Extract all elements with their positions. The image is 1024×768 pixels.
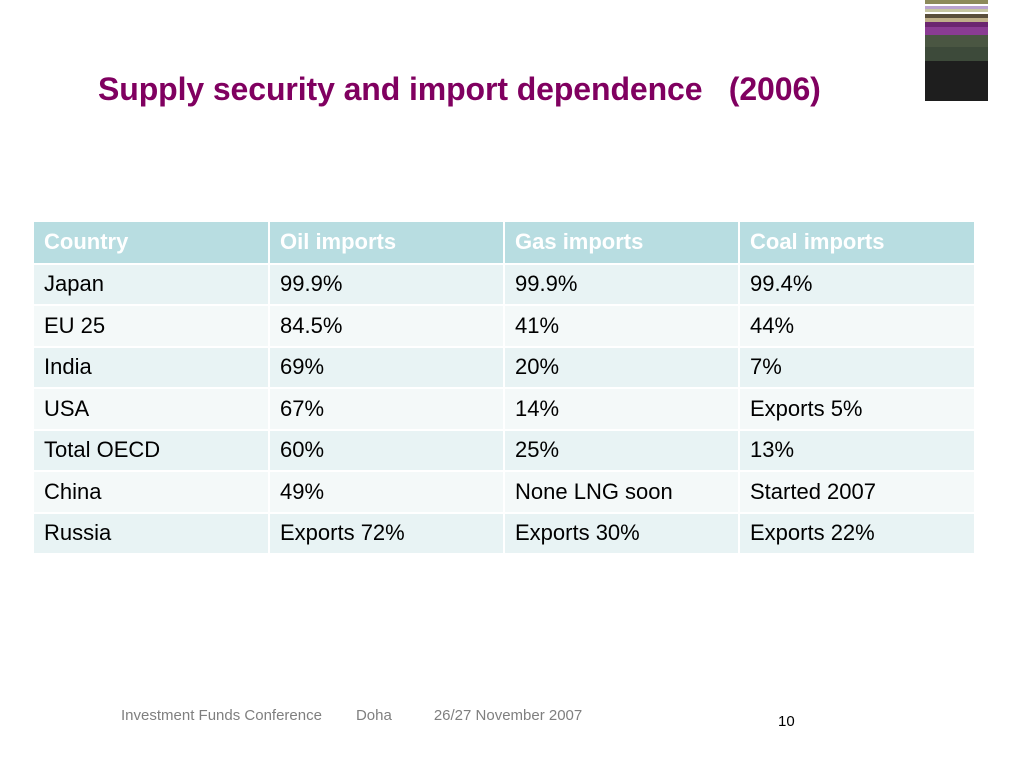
deco-stripe xyxy=(925,6,988,9)
header-gas-imports: Gas imports xyxy=(504,222,740,265)
page-number: 10 xyxy=(778,713,795,730)
deco-stripe xyxy=(925,9,988,12)
corner-decoration xyxy=(925,0,988,101)
cell-coal: 99.4% xyxy=(739,263,974,306)
table-row: EU 25 84.5% 41% 44% xyxy=(34,305,974,348)
table-row: Total OECD 60% 25% 13% xyxy=(34,429,974,472)
deco-stripe xyxy=(925,35,988,47)
cell-gas: 20% xyxy=(504,346,740,389)
cell-coal: 44% xyxy=(739,305,974,348)
cell-oil: 67% xyxy=(269,388,505,431)
deco-stripe xyxy=(925,22,988,27)
header-coal-imports: Coal imports xyxy=(739,222,974,265)
deco-stripe xyxy=(925,18,988,22)
cell-gas: 41% xyxy=(504,305,740,348)
cell-gas: 14% xyxy=(504,388,740,431)
cell-oil: 69% xyxy=(269,346,505,389)
cell-country: Total OECD xyxy=(34,429,270,472)
deco-stripe xyxy=(925,61,988,101)
header-oil-imports: Oil imports xyxy=(269,222,505,265)
cell-oil: 60% xyxy=(269,429,505,472)
slide-title: Supply security and import dependence (2… xyxy=(98,71,821,107)
cell-gas: Exports 30% xyxy=(504,512,740,555)
footer-city: Doha xyxy=(355,707,392,724)
footer-conference: Investment Funds Conference xyxy=(121,707,322,724)
cell-country: Japan xyxy=(34,263,270,306)
deco-stripe xyxy=(925,47,988,61)
cell-coal: Started 2007 xyxy=(739,471,974,514)
cell-coal: Exports 5% xyxy=(739,388,974,431)
cell-country: China xyxy=(34,471,270,514)
cell-gas: 99.9% xyxy=(504,263,740,306)
cell-country: Russia xyxy=(34,512,270,555)
deco-stripe xyxy=(925,14,988,18)
cell-oil: 99.9% xyxy=(269,263,505,306)
header-country: Country xyxy=(34,222,270,265)
deco-stripe xyxy=(925,0,988,4)
cell-coal: 7% xyxy=(739,346,974,389)
import-dependence-table: Country Oil imports Gas imports Coal imp… xyxy=(34,222,974,555)
table-row: Japan 99.9% 99.9% 99.4% xyxy=(34,263,974,306)
cell-country: USA xyxy=(34,388,270,431)
footer-date: 26/27 November 2007 xyxy=(433,707,583,724)
deco-stripe xyxy=(925,27,988,35)
slide-footer: Investment Funds Conference Doha 26/27 Nov… xyxy=(121,707,582,724)
cell-country: India xyxy=(34,346,270,389)
table-row: China 49% None LNG soon Started 2007 xyxy=(34,471,974,514)
table-header-row: Country Oil imports Gas imports Coal imp… xyxy=(34,222,974,265)
table-row: India 69% 20% 7% xyxy=(34,346,974,389)
cell-oil: 84.5% xyxy=(269,305,505,348)
cell-oil: Exports 72% xyxy=(269,512,505,555)
table-row: USA 67% 14% Exports 5% xyxy=(34,388,974,431)
cell-gas: None LNG soon xyxy=(504,471,740,514)
cell-oil: 49% xyxy=(269,471,505,514)
cell-country: EU 25 xyxy=(34,305,270,348)
cell-coal: 13% xyxy=(739,429,974,472)
cell-coal: Exports 22% xyxy=(739,512,974,555)
deco-stripe xyxy=(925,4,988,6)
cell-gas: 25% xyxy=(504,429,740,472)
deco-stripe xyxy=(925,12,988,14)
table-row: Russia Exports 72% Exports 30% Exports 2… xyxy=(34,512,974,555)
